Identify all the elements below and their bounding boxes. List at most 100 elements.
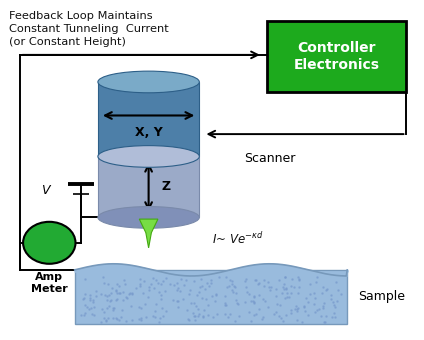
Point xyxy=(136,276,143,282)
Point xyxy=(119,289,126,294)
Point xyxy=(146,284,153,289)
Point xyxy=(222,274,229,279)
Point xyxy=(262,299,268,304)
Point xyxy=(184,316,191,321)
Point xyxy=(98,319,105,325)
Point xyxy=(243,290,250,295)
Point xyxy=(197,285,204,290)
Point xyxy=(199,283,206,288)
Point xyxy=(315,306,322,311)
Point xyxy=(116,317,123,322)
Point xyxy=(81,310,88,316)
Point xyxy=(132,285,139,290)
Point xyxy=(281,274,288,279)
Point xyxy=(242,299,249,304)
Point xyxy=(286,294,293,300)
Point xyxy=(163,275,170,280)
Point xyxy=(314,307,321,312)
Point xyxy=(184,307,190,313)
Point xyxy=(183,277,190,282)
Point xyxy=(163,309,170,314)
Point xyxy=(323,313,329,319)
Point xyxy=(137,281,144,287)
Point xyxy=(191,313,198,319)
Point xyxy=(273,301,280,306)
Point xyxy=(167,281,174,287)
Point xyxy=(278,316,285,321)
Point xyxy=(90,304,97,310)
Point xyxy=(85,306,92,311)
Point xyxy=(298,319,305,325)
Point xyxy=(225,314,232,320)
Point xyxy=(338,292,344,297)
Point xyxy=(185,317,192,323)
Point xyxy=(279,318,286,323)
Point xyxy=(114,296,120,302)
Point xyxy=(321,319,327,324)
Point xyxy=(319,290,326,295)
Point xyxy=(112,287,119,293)
Point xyxy=(301,303,308,308)
Point xyxy=(104,316,111,321)
Point xyxy=(178,276,184,282)
Point xyxy=(314,274,321,279)
Point xyxy=(213,292,220,297)
Point xyxy=(188,300,195,305)
Point xyxy=(265,284,272,290)
Point xyxy=(193,293,200,298)
Point xyxy=(273,309,279,314)
Point xyxy=(198,276,204,282)
Point xyxy=(293,303,300,308)
Point xyxy=(272,286,279,291)
Point xyxy=(195,313,201,319)
Point xyxy=(216,274,223,280)
Point xyxy=(226,278,233,283)
Point xyxy=(243,276,249,282)
Text: Tip: Tip xyxy=(161,209,179,222)
Point xyxy=(112,288,119,294)
Point xyxy=(223,284,230,290)
Point xyxy=(288,307,295,312)
Text: V: V xyxy=(41,184,49,197)
Point xyxy=(116,284,123,289)
Point xyxy=(148,282,154,287)
Point xyxy=(282,286,289,291)
Point xyxy=(241,278,248,284)
Point xyxy=(159,313,166,318)
Ellipse shape xyxy=(98,207,199,228)
Point xyxy=(273,293,279,299)
Point xyxy=(304,313,311,318)
Point xyxy=(128,317,135,323)
Point xyxy=(102,292,109,298)
Ellipse shape xyxy=(98,71,199,93)
Point xyxy=(102,319,109,324)
Point xyxy=(205,312,212,318)
Point xyxy=(259,314,266,320)
Point xyxy=(283,294,290,299)
Point xyxy=(332,279,339,285)
Point xyxy=(294,306,301,311)
Point xyxy=(236,313,243,319)
Point xyxy=(276,313,283,319)
Point xyxy=(282,275,288,280)
Point xyxy=(84,304,90,310)
Point xyxy=(204,303,211,308)
Point xyxy=(287,291,294,296)
Point xyxy=(159,278,166,284)
Point xyxy=(329,314,335,319)
Point xyxy=(212,298,218,303)
Point xyxy=(138,318,145,323)
Point xyxy=(129,290,136,295)
Point xyxy=(203,296,209,302)
Point xyxy=(107,299,114,304)
Point xyxy=(150,275,156,280)
Point xyxy=(300,304,307,309)
Point xyxy=(119,307,126,312)
Point xyxy=(114,316,121,321)
Point xyxy=(296,276,302,281)
Point xyxy=(232,285,238,290)
Point xyxy=(141,302,148,307)
Point xyxy=(302,309,309,314)
Point xyxy=(229,279,235,284)
Point xyxy=(295,305,302,311)
